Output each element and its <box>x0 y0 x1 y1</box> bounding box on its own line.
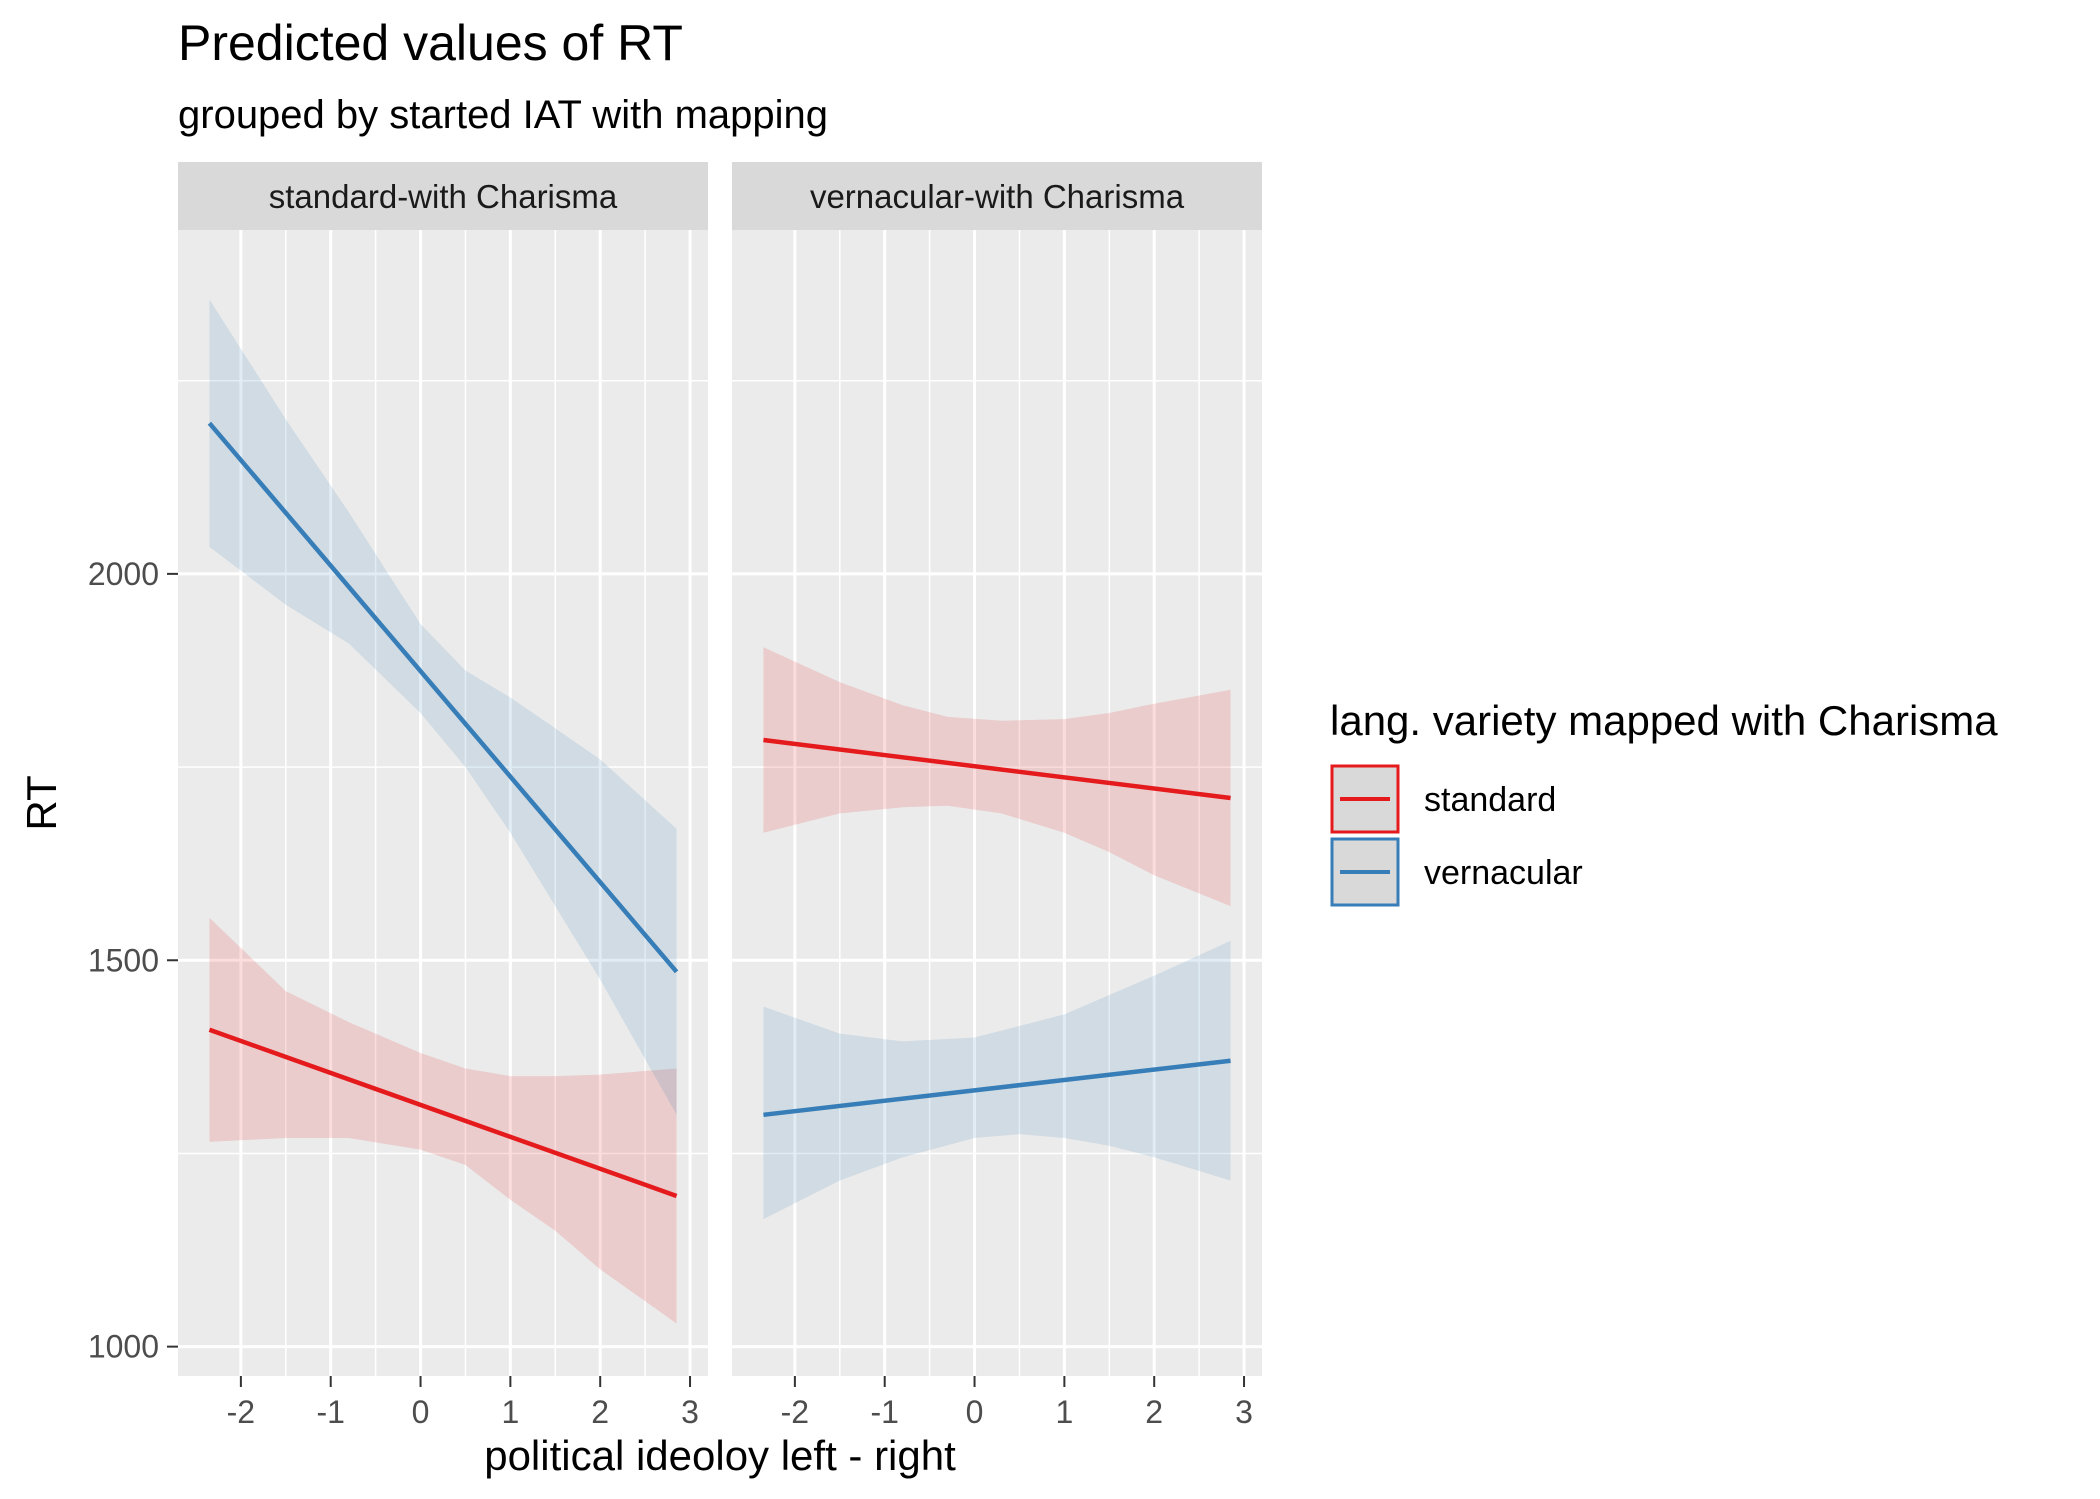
strip-background <box>178 162 708 230</box>
chart-subtitle: grouped by started IAT with mapping <box>178 93 828 137</box>
y-tick-label: 1000 <box>88 1329 159 1365</box>
y-axis: 1000 1500 2000 <box>88 556 178 1365</box>
x-tick-label: 3 <box>681 1394 699 1430</box>
panel-background <box>178 230 708 1376</box>
panel-background <box>732 230 1262 1376</box>
legend-label-standard: standard <box>1424 781 1556 819</box>
x-tick-label: -1 <box>870 1394 898 1430</box>
ci-band-standard <box>763 647 1231 907</box>
panel-standard-with-charisma: standard-with Charisma -2 -1 0 1 2 3 <box>178 162 708 1430</box>
y-tick-label: 1500 <box>88 942 159 978</box>
x-tick-label: 1 <box>1055 1394 1073 1430</box>
series-line-standard <box>208 1027 678 1199</box>
series-line-standard <box>763 737 1231 801</box>
legend-title: lang. variety mapped with Charisma <box>1330 697 1998 744</box>
y-axis-title: RT <box>18 775 65 830</box>
ci-band-standard <box>209 917 677 1324</box>
legend-label-vernacular: vernacular <box>1424 854 1583 892</box>
legend-item-standard: standard <box>1330 764 1556 834</box>
x-tick-label: 0 <box>966 1394 984 1430</box>
x-tick-label: -1 <box>316 1394 344 1430</box>
series-line-vernacular <box>207 421 679 974</box>
series-line-vernacular <box>763 1058 1231 1118</box>
ci-band-vernacular <box>209 299 677 1115</box>
x-tick-label: -2 <box>227 1394 255 1430</box>
x-tick-label: -2 <box>781 1394 809 1430</box>
x-tick-label: 2 <box>591 1394 609 1430</box>
x-tick-label: 0 <box>412 1394 430 1430</box>
ci-band-vernacular <box>763 940 1231 1220</box>
strip-background <box>732 162 1262 230</box>
x-axis-title: political ideoloy left - right <box>484 1432 956 1479</box>
panel-vernacular-with-charisma: vernacular-with Charisma -2 -1 0 1 2 3 <box>732 162 1262 1430</box>
legend-item-vernacular: vernacular <box>1330 837 1583 907</box>
x-tick-label: 2 <box>1145 1394 1163 1430</box>
legend: lang. variety mapped with Charisma stand… <box>1330 697 1998 907</box>
strip-label: vernacular-with Charisma <box>810 178 1185 215</box>
chart-title: Predicted values of RT <box>178 15 683 71</box>
strip-label: standard-with Charisma <box>269 178 618 215</box>
x-tick-label: 3 <box>1235 1394 1253 1430</box>
x-tick-label: 1 <box>501 1394 519 1430</box>
y-tick-label: 2000 <box>88 556 159 592</box>
